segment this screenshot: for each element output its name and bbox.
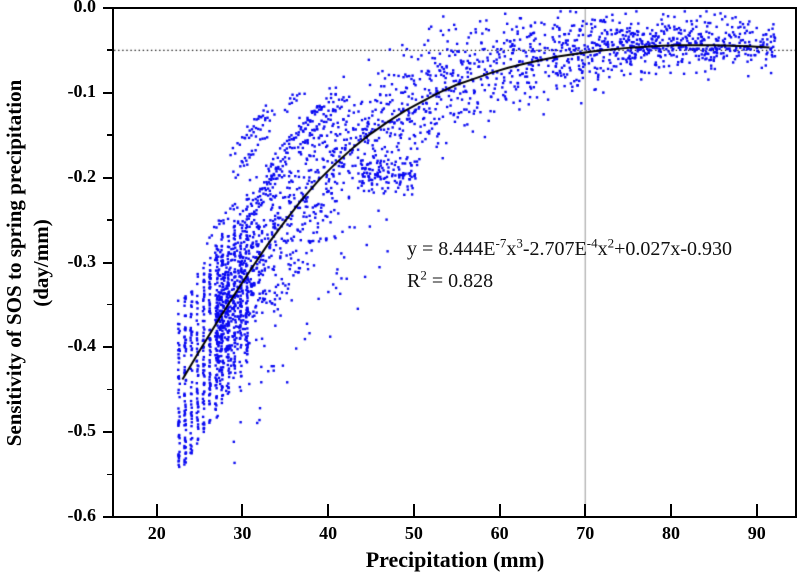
y-axis-tick <box>103 261 113 264</box>
y-axis-tick <box>103 431 113 434</box>
y-axis-minor-tick <box>107 303 113 306</box>
x-axis-tick-label: 50 <box>404 523 423 543</box>
y-axis-tick <box>103 346 113 349</box>
y-axis-minor-tick <box>107 388 113 391</box>
y-axis-tick-label: -0.6 <box>67 505 97 525</box>
y-axis-minor-tick <box>107 219 113 221</box>
x-axis-tick-label: 70 <box>576 523 595 543</box>
x-axis-tick-label: 30 <box>233 523 252 543</box>
y-axis-tick <box>103 176 113 179</box>
x-axis-tick <box>584 504 587 516</box>
y-axis-tick-label: -0.4 <box>67 335 97 356</box>
x-axis-tick <box>327 504 330 516</box>
y-axis-tick-label: 0.0 <box>73 0 97 16</box>
x-axis-title: Precipitation (mm) <box>365 547 545 572</box>
y-axis-tick <box>103 7 113 9</box>
x-axis-tick-label: 90 <box>747 523 766 543</box>
x-axis-tick <box>241 504 244 516</box>
y-axis-title-line1: Sensitivity of SOS to spring precipitati… <box>2 79 26 447</box>
y-axis-tick <box>103 91 113 94</box>
x-axis-tick-label: 80 <box>662 523 680 543</box>
y-axis-minor-tick <box>107 134 113 136</box>
x-axis-tick-label: 20 <box>147 523 166 543</box>
r-squared-text: R2 = 0.828 <box>407 267 494 292</box>
y-axis-tick-label: -0.1 <box>67 80 97 101</box>
y-axis-tick <box>103 516 113 518</box>
x-axis-tick <box>155 504 158 516</box>
x-axis-tick <box>498 504 501 516</box>
x-axis-tick-label: 40 <box>319 523 338 543</box>
x-axis-tick <box>412 504 415 516</box>
y-axis-minor-tick <box>107 49 113 51</box>
x-axis-tick-label: 60 <box>490 523 509 543</box>
fit-equation-text: y = 8.444E-7x3-2.707E-4x2+0.027x-0.930 <box>407 235 733 260</box>
y-axis-tick-label: -0.5 <box>67 420 97 441</box>
plot-area-border <box>112 7 797 518</box>
x-axis-tick <box>670 504 672 516</box>
y-axis-minor-tick <box>107 473 113 476</box>
fit-annotation: y = 8.444E-7x3-2.707E-4x2+0.027x-0.930 R… <box>407 233 732 297</box>
y-axis-tick-label: -0.3 <box>67 250 97 271</box>
y-axis-tick-label: -0.2 <box>67 165 97 186</box>
x-axis-tick <box>755 504 758 516</box>
